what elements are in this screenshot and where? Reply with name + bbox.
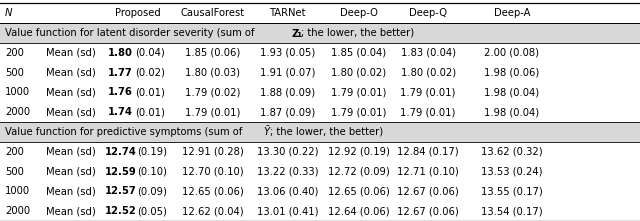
- Text: (0.05): (0.05): [138, 206, 168, 216]
- Text: 1.85 (0.06): 1.85 (0.06): [185, 48, 240, 58]
- Text: 1.79 (0.02): 1.79 (0.02): [185, 87, 240, 97]
- Text: 2000: 2000: [5, 107, 30, 117]
- Text: 1.80 (0.03): 1.80 (0.03): [185, 68, 240, 78]
- Bar: [0, 122, 640, 142]
- Text: 1.85 (0.04): 1.85 (0.04): [332, 48, 387, 58]
- Text: 200: 200: [5, 147, 24, 157]
- Text: 1.77: 1.77: [108, 68, 132, 78]
- Text: 1.74: 1.74: [108, 107, 132, 117]
- Text: 1.98 (0.04): 1.98 (0.04): [484, 87, 540, 97]
- Text: 13.06 (0.40): 13.06 (0.40): [257, 186, 318, 196]
- Text: 12.67 (0.06): 12.67 (0.06): [397, 186, 459, 196]
- Text: $\mathbf{Z}$: $\mathbf{Z}$: [291, 27, 300, 39]
- Text: 1.98 (0.06): 1.98 (0.06): [484, 68, 540, 78]
- Text: 500: 500: [5, 167, 24, 177]
- Text: Value function for latent disorder severity (sum of: Value function for latent disorder sever…: [5, 28, 258, 38]
- Text: (0.10): (0.10): [138, 167, 168, 177]
- Text: (0.09): (0.09): [138, 186, 168, 196]
- Text: 1.80: 1.80: [108, 48, 132, 58]
- Text: 1.98 (0.04): 1.98 (0.04): [484, 107, 540, 117]
- Text: (0.04): (0.04): [135, 48, 164, 58]
- Text: Deep-O: Deep-O: [340, 8, 378, 18]
- Text: 1.80 (0.02): 1.80 (0.02): [401, 68, 456, 78]
- Text: (0.01): (0.01): [135, 87, 164, 97]
- Text: 12.65 (0.06): 12.65 (0.06): [182, 186, 243, 196]
- Text: Ỹ: Ỹ: [264, 127, 269, 137]
- Text: 12.67 (0.06): 12.67 (0.06): [397, 206, 459, 216]
- Text: 12.84 (0.17): 12.84 (0.17): [397, 147, 459, 157]
- Text: 1: 1: [296, 32, 302, 38]
- Text: 2000: 2000: [5, 206, 30, 216]
- Text: Mean (sd): Mean (sd): [46, 186, 96, 196]
- Text: 13.53 (0.24): 13.53 (0.24): [481, 167, 543, 177]
- Text: 1.87 (0.09): 1.87 (0.09): [260, 107, 315, 117]
- Text: 200: 200: [5, 48, 24, 58]
- Text: 1.79 (0.01): 1.79 (0.01): [185, 107, 240, 117]
- Text: 13.01 (0.41): 13.01 (0.41): [257, 206, 318, 216]
- Text: (0.19): (0.19): [138, 147, 168, 157]
- Text: 12.74: 12.74: [104, 147, 136, 157]
- Text: Deep-Q: Deep-Q: [409, 8, 447, 18]
- Text: Mean (sd): Mean (sd): [46, 167, 96, 177]
- Text: (0.02): (0.02): [135, 68, 164, 78]
- Text: 1.79 (0.01): 1.79 (0.01): [401, 107, 456, 117]
- Text: 12.71 (0.10): 12.71 (0.10): [397, 167, 459, 177]
- Text: CausalForest: CausalForest: [180, 8, 244, 18]
- Text: Proposed: Proposed: [115, 8, 161, 18]
- Text: Mean (sd): Mean (sd): [46, 206, 96, 216]
- Text: Deep-A: Deep-A: [493, 8, 531, 18]
- Text: Value function for predictive symptoms (sum of: Value function for predictive symptoms (…: [5, 127, 246, 137]
- Text: Mean (sd): Mean (sd): [46, 48, 96, 58]
- Text: 1.88 (0.09): 1.88 (0.09): [260, 87, 315, 97]
- Text: 13.22 (0.33): 13.22 (0.33): [257, 167, 318, 177]
- Text: 1000: 1000: [5, 186, 30, 196]
- Text: Mean (sd): Mean (sd): [46, 147, 96, 157]
- Text: 1.76: 1.76: [108, 87, 132, 97]
- Text: 2.00 (0.08): 2.00 (0.08): [484, 48, 540, 58]
- Text: 12.57: 12.57: [104, 186, 136, 196]
- Text: Mean (sd): Mean (sd): [46, 107, 96, 117]
- Text: (0.01): (0.01): [135, 107, 164, 117]
- Text: 12.70 (0.10): 12.70 (0.10): [182, 167, 243, 177]
- Text: Mean (sd): Mean (sd): [46, 87, 96, 97]
- Text: 1.93 (0.05): 1.93 (0.05): [260, 48, 315, 58]
- Bar: [0, 23, 640, 43]
- Text: TARNet: TARNet: [269, 8, 306, 18]
- Text: 12.52: 12.52: [104, 206, 136, 216]
- Text: 1.83 (0.04): 1.83 (0.04): [401, 48, 456, 58]
- Text: 12.91 (0.28): 12.91 (0.28): [182, 147, 243, 157]
- Text: 12.65 (0.06): 12.65 (0.06): [328, 186, 390, 196]
- Text: 1.91 (0.07): 1.91 (0.07): [260, 68, 315, 78]
- Text: ; the lower, the better): ; the lower, the better): [301, 28, 415, 38]
- Text: ; the lower, the better): ; the lower, the better): [270, 127, 383, 137]
- Text: 12.72 (0.09): 12.72 (0.09): [328, 167, 390, 177]
- Text: 13.30 (0.22): 13.30 (0.22): [257, 147, 318, 157]
- Text: 13.54 (0.17): 13.54 (0.17): [481, 206, 543, 216]
- Text: 1.79 (0.01): 1.79 (0.01): [332, 87, 387, 97]
- Text: 12.64 (0.06): 12.64 (0.06): [328, 206, 390, 216]
- Text: 1000: 1000: [5, 87, 30, 97]
- Text: 1.80 (0.02): 1.80 (0.02): [332, 68, 387, 78]
- Text: Mean (sd): Mean (sd): [46, 68, 96, 78]
- Text: 12.62 (0.04): 12.62 (0.04): [182, 206, 243, 216]
- Text: 500: 500: [5, 68, 24, 78]
- Text: 1.79 (0.01): 1.79 (0.01): [401, 87, 456, 97]
- Text: 12.59: 12.59: [104, 167, 136, 177]
- Text: N: N: [5, 8, 13, 18]
- Text: 13.55 (0.17): 13.55 (0.17): [481, 186, 543, 196]
- Text: 1.79 (0.01): 1.79 (0.01): [332, 107, 387, 117]
- Text: 12.92 (0.19): 12.92 (0.19): [328, 147, 390, 157]
- Text: 13.62 (0.32): 13.62 (0.32): [481, 147, 543, 157]
